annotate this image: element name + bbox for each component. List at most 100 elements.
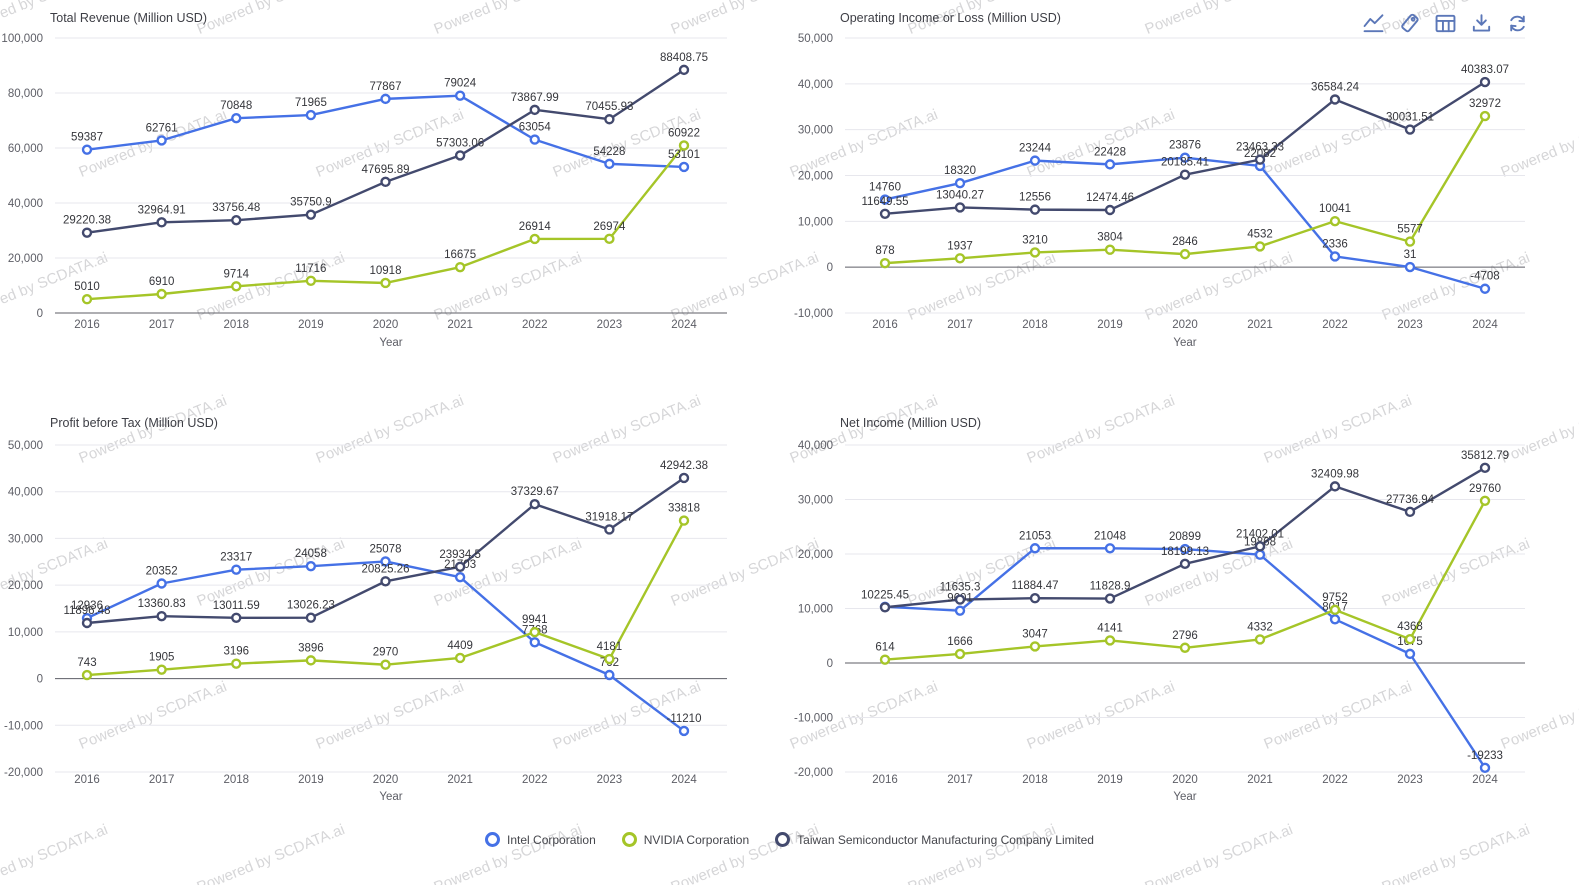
data-point[interactable]: [879, 194, 891, 205]
data-point[interactable]: [454, 561, 466, 572]
data-point[interactable]: [156, 135, 167, 146]
data-point[interactable]: [954, 605, 966, 616]
data-point[interactable]: [1179, 543, 1191, 555]
data-point[interactable]: [156, 610, 167, 622]
data-point[interactable]: [305, 560, 317, 572]
data-point[interactable]: [1104, 593, 1116, 604]
data-point[interactable]: [1329, 604, 1341, 616]
data-point[interactable]: [1329, 614, 1341, 625]
data-point[interactable]: [954, 253, 966, 264]
data-point[interactable]: [529, 233, 540, 245]
data-point[interactable]: [231, 214, 242, 226]
data-point[interactable]: [604, 669, 615, 681]
data-point[interactable]: [1404, 124, 1416, 135]
data-point[interactable]: [380, 576, 391, 587]
data-point[interactable]: [454, 571, 466, 583]
data-point[interactable]: [305, 209, 317, 220]
data-point[interactable]: [1029, 247, 1041, 258]
data-point[interactable]: [231, 281, 242, 292]
data-point[interactable]: [156, 217, 167, 228]
data-point[interactable]: [380, 659, 391, 670]
data-point[interactable]: [1104, 635, 1116, 646]
data-point[interactable]: [81, 669, 93, 681]
data-point[interactable]: [156, 664, 167, 675]
data-point[interactable]: [231, 112, 242, 124]
data-point[interactable]: [1404, 506, 1416, 518]
data-point[interactable]: [305, 275, 317, 286]
data-point[interactable]: [1179, 558, 1191, 570]
data-point[interactable]: [1104, 159, 1116, 170]
data-point[interactable]: [156, 288, 167, 300]
data-point[interactable]: [380, 556, 391, 567]
data-point[interactable]: [678, 161, 690, 173]
data-point[interactable]: [604, 233, 615, 245]
data-point[interactable]: [454, 652, 466, 664]
data-point[interactable]: [879, 654, 891, 665]
data-point[interactable]: [604, 114, 615, 125]
data-point[interactable]: [954, 648, 966, 660]
refresh-button[interactable]: [1506, 12, 1529, 35]
data-point[interactable]: [1029, 641, 1041, 652]
download-button[interactable]: [1470, 12, 1493, 35]
data-point[interactable]: [1404, 648, 1416, 660]
data-point[interactable]: [380, 277, 391, 289]
data-point[interactable]: [380, 176, 391, 188]
data-table-button[interactable]: [1434, 12, 1457, 35]
data-point[interactable]: [678, 725, 690, 737]
data-point[interactable]: [1479, 495, 1491, 507]
data-point[interactable]: [954, 594, 966, 605]
data-point[interactable]: [1104, 543, 1116, 554]
data-point[interactable]: [1404, 236, 1416, 247]
data-point[interactable]: [678, 515, 690, 526]
data-point[interactable]: [1179, 169, 1191, 180]
data-point[interactable]: [1104, 244, 1116, 255]
data-point[interactable]: [879, 602, 891, 613]
data-point[interactable]: [380, 93, 391, 105]
data-point[interactable]: [81, 294, 93, 305]
data-point[interactable]: [529, 498, 540, 510]
data-point[interactable]: [1179, 642, 1191, 653]
data-point[interactable]: [231, 612, 242, 623]
data-point[interactable]: [81, 144, 93, 155]
data-point[interactable]: [529, 104, 540, 116]
data-point[interactable]: [1179, 248, 1191, 260]
data-point[interactable]: [1254, 634, 1266, 645]
data-point[interactable]: [529, 626, 540, 638]
data-point[interactable]: [1479, 76, 1491, 88]
data-point[interactable]: [879, 257, 891, 269]
data-point[interactable]: [1254, 241, 1266, 252]
legend-item-nvidia[interactable]: NVIDIA Corporation: [621, 832, 749, 847]
data-point[interactable]: [604, 524, 615, 535]
data-point[interactable]: [231, 564, 242, 575]
data-point[interactable]: [454, 150, 466, 161]
data-point[interactable]: [1104, 204, 1116, 216]
data-point[interactable]: [678, 140, 690, 151]
data-point[interactable]: [1479, 762, 1491, 774]
data-point[interactable]: [1029, 204, 1041, 215]
data-point[interactable]: [1479, 283, 1491, 294]
chart-type-button[interactable]: [1362, 12, 1385, 35]
legend-item-intel[interactable]: Intel Corporation: [485, 832, 596, 847]
label-toggle-button[interactable]: [1398, 12, 1421, 35]
data-point[interactable]: [1029, 155, 1041, 166]
data-point[interactable]: [1329, 251, 1341, 262]
data-point[interactable]: [156, 578, 167, 589]
data-point[interactable]: [1029, 593, 1041, 604]
data-point[interactable]: [231, 658, 242, 669]
data-point[interactable]: [1329, 215, 1341, 227]
data-point[interactable]: [1254, 549, 1266, 560]
data-point[interactable]: [1329, 481, 1341, 492]
data-point[interactable]: [1404, 633, 1416, 645]
data-point[interactable]: [1404, 261, 1416, 273]
legend-item-tsmc[interactable]: Taiwan Semiconductor Manufacturing Compa…: [775, 832, 1094, 847]
data-point[interactable]: [954, 202, 966, 213]
data-point[interactable]: [879, 208, 891, 219]
data-point[interactable]: [1479, 462, 1491, 474]
data-point[interactable]: [604, 158, 615, 170]
data-point[interactable]: [678, 64, 690, 76]
data-point[interactable]: [1254, 154, 1266, 165]
data-point[interactable]: [1329, 94, 1341, 105]
data-point[interactable]: [954, 177, 966, 189]
data-point[interactable]: [305, 109, 317, 121]
data-point[interactable]: [678, 472, 690, 484]
